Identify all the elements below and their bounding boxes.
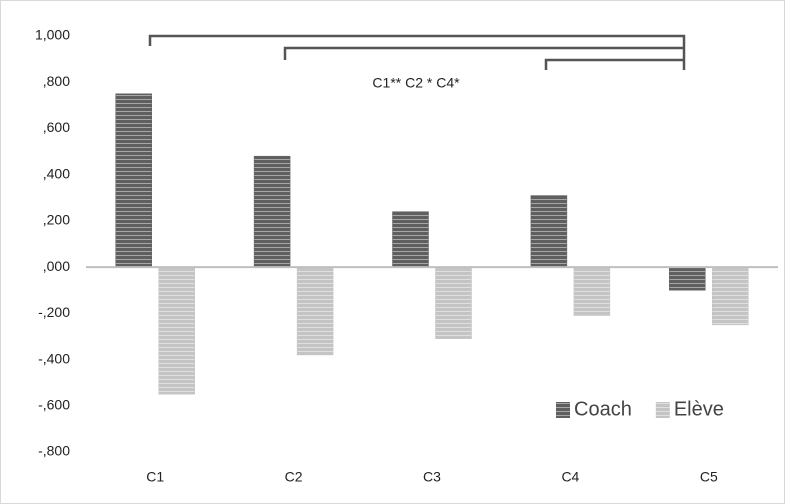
bar <box>530 195 568 268</box>
bar <box>712 266 749 326</box>
x-tick-label: C2 <box>285 469 303 485</box>
y-tick-label: ,800 <box>43 73 70 89</box>
y-tick-label: 1,000 <box>35 27 70 43</box>
y-tick-label: -,400 <box>38 350 70 366</box>
bar <box>435 266 472 340</box>
y-tick-label: -,800 <box>38 443 70 459</box>
bar <box>115 93 152 268</box>
legend-label: Elève <box>674 398 724 420</box>
bar <box>253 155 291 268</box>
bar <box>573 266 611 316</box>
bar <box>669 266 706 291</box>
bar <box>158 266 195 395</box>
y-tick-label: ,200 <box>43 212 70 228</box>
legend-swatch <box>655 402 670 418</box>
y-tick-label: ,000 <box>43 258 70 274</box>
annotation: C1** C2 * C4* <box>372 75 460 91</box>
x-tick-label: C5 <box>700 469 718 485</box>
x-tick-label: C4 <box>561 469 579 485</box>
y-tick-label: -,600 <box>38 396 70 412</box>
legend-swatch <box>556 402 570 418</box>
significance-brackets <box>148 34 686 70</box>
bar <box>296 266 334 356</box>
y-tick-label: -,200 <box>38 304 70 320</box>
y-tick-label: ,600 <box>43 119 70 135</box>
legend-label: Coach <box>574 398 632 420</box>
x-tick-label: C3 <box>423 469 441 485</box>
y-tick-label: ,400 <box>43 165 70 181</box>
bar <box>392 211 429 268</box>
x-tick-label: C1 <box>146 469 164 485</box>
